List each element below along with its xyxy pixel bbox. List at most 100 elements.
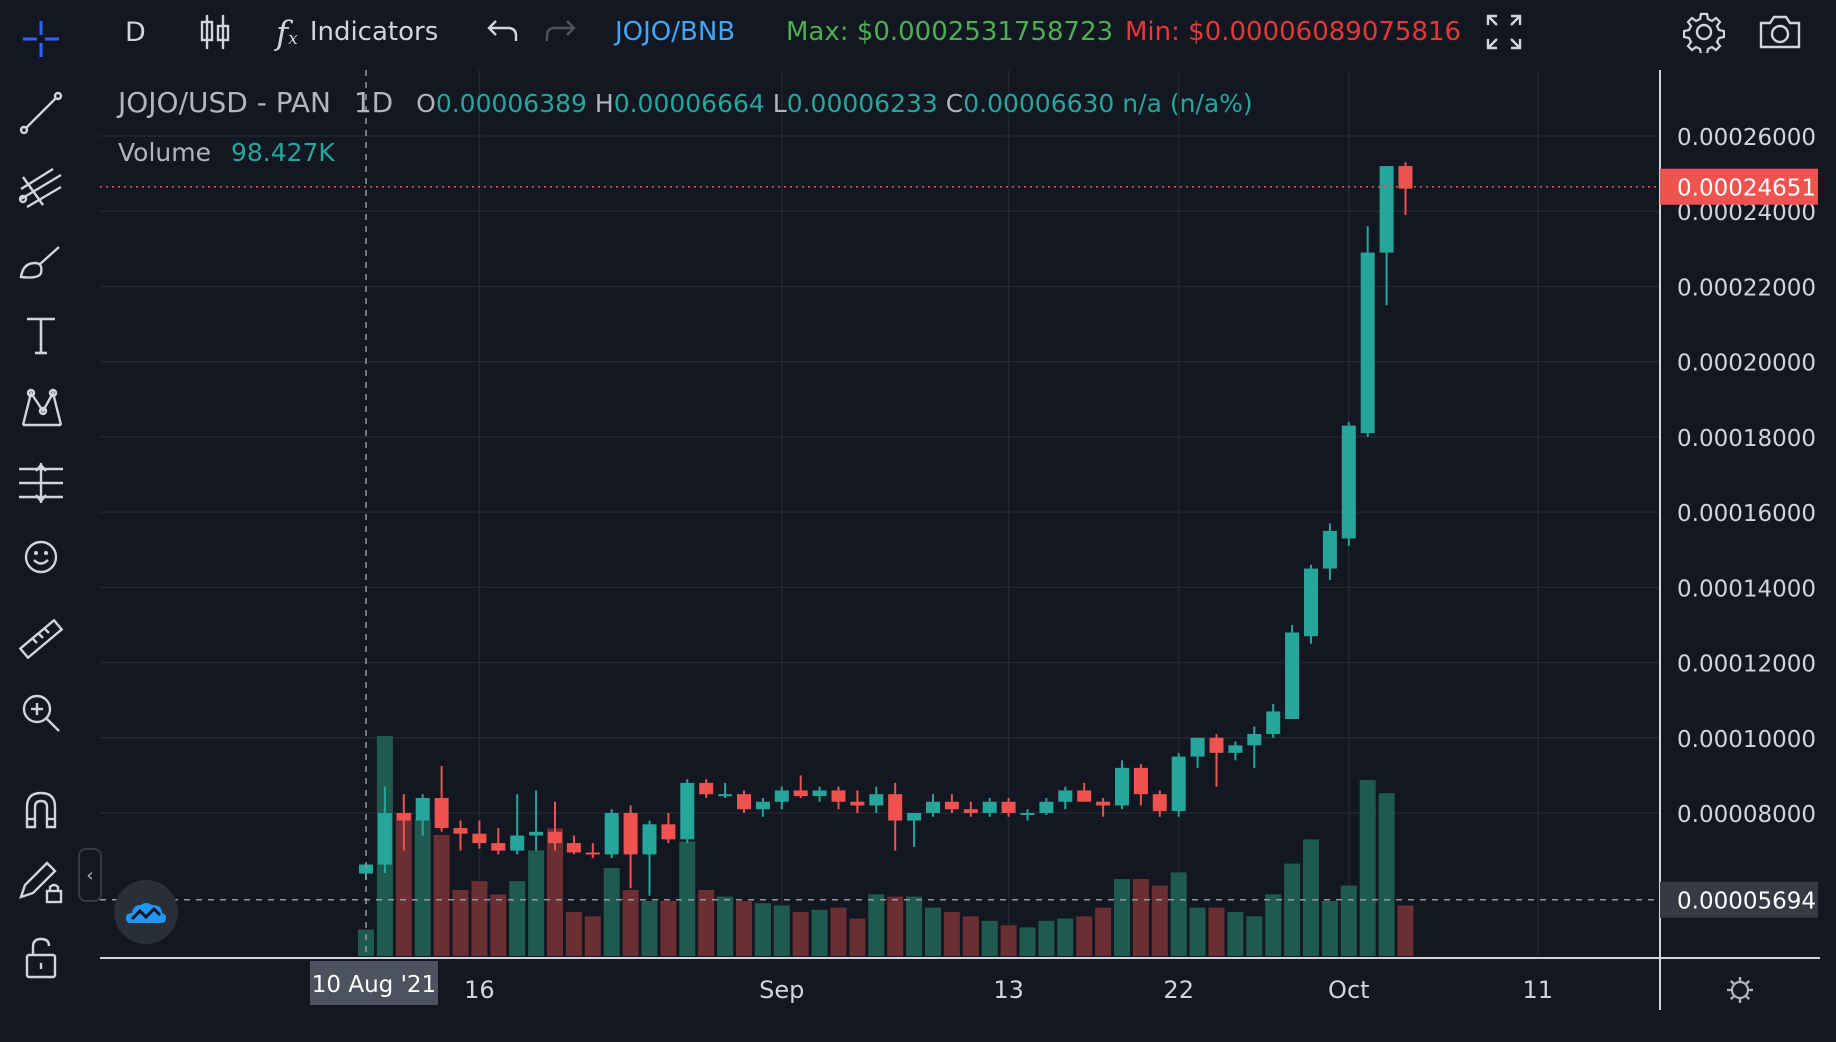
crosshair-icon[interactable] xyxy=(10,8,72,70)
unlock-icon[interactable] xyxy=(10,926,72,988)
price-tick-label: 0.00014000 xyxy=(1677,576,1816,602)
tradingview-logo[interactable] xyxy=(114,880,178,944)
pair-label: JOJO/BNB xyxy=(615,17,736,47)
volume-label: Volume xyxy=(118,138,211,167)
emoji-icon[interactable] xyxy=(10,526,72,588)
collapse-toolbar-button[interactable]: ‹ xyxy=(78,848,102,902)
zoom-in-icon[interactable] xyxy=(10,682,72,744)
candle-body xyxy=(812,790,827,797)
last-price-label: 0.00024651 xyxy=(1677,176,1816,202)
volume-bar xyxy=(584,916,601,956)
volume-bar xyxy=(622,890,639,956)
volume-bar xyxy=(925,907,941,956)
candle-body xyxy=(699,782,714,795)
volume-bar xyxy=(603,868,620,956)
magnet-icon[interactable] xyxy=(10,778,72,840)
time-tick-label: Oct xyxy=(1328,976,1370,1004)
candle-body xyxy=(491,843,506,851)
candle-body xyxy=(661,824,676,840)
brush-icon[interactable] xyxy=(10,230,72,292)
price-tick-label: 0.00012000 xyxy=(1677,652,1816,678)
pair-link[interactable]: JOJO/BNB xyxy=(615,0,735,64)
candle-body xyxy=(1190,737,1205,757)
change-value: n/a (n/a%) xyxy=(1122,89,1253,118)
indicators-button[interactable]: fx Indicators xyxy=(276,0,438,64)
volume-bar xyxy=(1132,879,1149,956)
axis-settings-icon-tooth xyxy=(1745,979,1751,985)
candle-body xyxy=(888,794,903,821)
candle-body xyxy=(1096,801,1111,806)
low-label: L xyxy=(772,89,787,118)
volume-bar xyxy=(1019,927,1036,956)
volume-bar xyxy=(736,901,752,956)
function-icon: fx xyxy=(276,12,298,52)
lock-pencil-icon[interactable] xyxy=(10,850,72,912)
min-price-label: Min: $0.00006089075816 xyxy=(1125,17,1462,47)
undo-icon[interactable] xyxy=(486,0,520,64)
forecast-icon[interactable] xyxy=(10,452,72,514)
close-value: 0.00006630 xyxy=(963,89,1115,118)
volume-bar xyxy=(1057,918,1074,956)
candle-body xyxy=(718,794,733,797)
redo-icon[interactable] xyxy=(543,0,577,64)
axis-settings-icon-ring xyxy=(1730,980,1750,1000)
candle-body xyxy=(982,801,997,813)
volume-bar xyxy=(1284,863,1301,956)
volume-bar xyxy=(1095,907,1112,956)
candle-body xyxy=(453,828,468,834)
volume-bar xyxy=(1208,907,1225,956)
candle-body xyxy=(1171,756,1186,812)
candles-icon[interactable] xyxy=(198,0,232,64)
indicators-label: Indicators xyxy=(309,17,439,47)
trend-line-icon[interactable] xyxy=(10,82,72,144)
candle-body xyxy=(1304,568,1318,637)
volume-bar xyxy=(792,912,809,956)
candle-body xyxy=(1285,632,1300,719)
candle-body xyxy=(1379,166,1394,253)
settings-gear-icon[interactable] xyxy=(1683,0,1725,64)
symbol-label: JOJO/USD - PAN xyxy=(118,86,331,119)
volume-bar xyxy=(1246,916,1263,956)
max-price-label: Max: $0.0002531758723 xyxy=(786,17,1114,47)
candle-body xyxy=(944,801,959,810)
time-tick-label: 11 xyxy=(1523,976,1554,1004)
volume-bar xyxy=(547,828,563,956)
candle-body xyxy=(1077,790,1092,802)
ruler-icon[interactable] xyxy=(10,608,72,670)
drawing-toolbar: ‹ xyxy=(0,0,102,1042)
pitchfork-icon[interactable] xyxy=(10,156,72,218)
candle-body xyxy=(1398,166,1413,189)
pattern-icon[interactable] xyxy=(10,378,72,440)
volume-bar xyxy=(1397,905,1414,956)
interval-button[interactable]: D xyxy=(125,0,146,64)
volume-bar xyxy=(754,903,771,956)
volume-bar xyxy=(943,912,960,956)
open-label: O xyxy=(416,89,436,118)
volume-bar xyxy=(811,909,828,956)
candle-body xyxy=(642,824,657,855)
axis-settings-icon-tooth xyxy=(1745,995,1751,1001)
camera-icon[interactable] xyxy=(1758,0,1802,64)
axis-settings-icon[interactable] xyxy=(1727,977,1753,1003)
volume-bar xyxy=(490,894,507,956)
volume-bar xyxy=(868,894,885,956)
crosshair-date-label: 10 Aug '21 xyxy=(312,972,436,998)
volume-bar xyxy=(452,890,469,956)
candle-body xyxy=(1001,801,1016,813)
text-icon[interactable] xyxy=(10,304,72,366)
candle-body xyxy=(623,813,638,855)
fullscreen-icon[interactable] xyxy=(1484,0,1524,64)
candle-body xyxy=(1360,252,1375,434)
volume-legend: Volume 98.427K xyxy=(118,138,335,167)
candle-body xyxy=(566,843,581,853)
candle-body xyxy=(359,864,373,874)
candle-body xyxy=(737,794,751,810)
volume-bar xyxy=(849,918,866,956)
candle-body xyxy=(434,797,449,829)
candle-body xyxy=(396,813,411,821)
time-tick-label: 22 xyxy=(1163,976,1194,1004)
candle-body xyxy=(1322,530,1337,569)
volume-bar xyxy=(509,881,526,956)
